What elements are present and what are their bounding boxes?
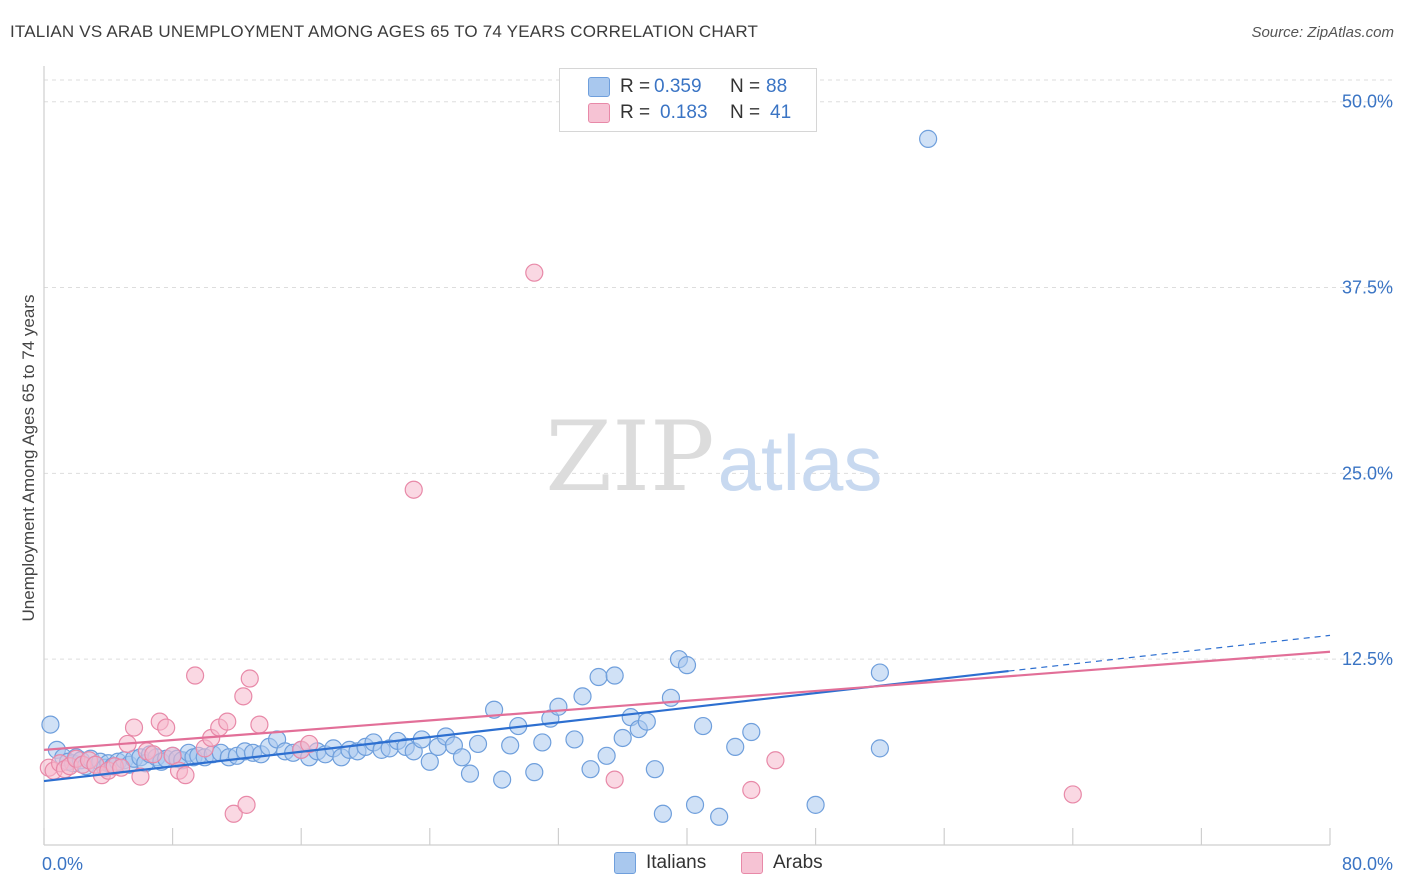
italians-swatch [588,77,610,97]
italians-point [870,663,890,682]
legend-label-arabs: Arabs [773,852,823,873]
legend-item-arabs[interactable]: Arabs [741,852,823,874]
zipatlas-watermark: ZIP atlas [545,401,882,513]
n-label: N = [730,102,761,123]
italians-point [685,795,705,814]
italians-point [573,687,592,706]
y-tick-label: 12.5% [1342,649,1393,669]
italians-point [613,728,632,748]
italians-point [549,697,568,716]
italians-trend-extension [1008,634,1331,672]
n-label: N = [730,76,761,97]
italians-point [565,730,584,749]
arabs-point [234,687,253,706]
italians-point [460,764,480,783]
y-tick-label: 50.0% [1342,92,1393,112]
arabs-point [237,795,256,814]
correlation-legend: R = 0.359 N = 88 R = 0.183 N = 41 [559,68,817,132]
italians-point [525,763,544,782]
arabs-point [1063,785,1082,804]
italians-point [806,795,825,814]
italians-point [485,700,504,719]
italians-point [581,760,600,779]
arabs-point [404,480,423,499]
y-axis-label: Unemployment Among Ages 65 to 74 years [19,295,38,622]
arabs-point [605,770,624,789]
n-value: 41 [770,102,792,123]
italians-point [653,804,672,823]
series-legend: Italians Arabs [0,852,1406,878]
watermark-zip: ZIP [545,401,714,513]
italians-point [661,688,681,707]
italians-point [493,770,512,789]
italians-point [420,752,439,771]
n-value: 88 [766,76,788,97]
y-tick-label: 25.0% [1342,463,1393,483]
arabs-trend-line [43,650,1331,751]
x-tick-label-max: 80.0% [1342,854,1393,874]
watermark-atlas: atlas [718,419,883,507]
italians-point [533,733,552,752]
r-value: 0.183 [660,102,708,123]
italians-point [468,734,488,754]
arabs-point [224,804,243,823]
italians-point [597,746,616,765]
italians-point [742,722,761,742]
italians-point [677,656,697,675]
arabs-point [742,780,761,800]
arabs-point [218,712,237,731]
arabs-point [144,745,163,764]
r-label: R = [620,76,651,97]
arabs-point [124,718,144,737]
chart-title: ITALIAN VS ARAB UNEMPLOYMENT AMONG AGES … [10,22,759,41]
italians-point [710,807,729,826]
arabs-point [176,766,195,785]
arabs-swatch [588,103,610,123]
legend-item-italians[interactable]: Italians [614,852,706,874]
italians-point [919,129,938,148]
italians-point [452,748,472,767]
arabs-point [525,263,544,282]
italians-point [41,715,60,734]
arabs-point [131,767,150,786]
italians-point [605,666,624,685]
r-label: R = [620,102,651,123]
r-value: 0.359 [654,76,702,97]
arabs-point [250,715,269,734]
arabs-point [240,669,259,688]
arabs-swatch [741,852,763,874]
italians-point [870,739,890,758]
x-tick-label-min: 0.0% [42,854,83,874]
legend-label-italians: Italians [646,852,707,873]
arabs-point [300,734,319,754]
italians-point [637,712,656,731]
arabs-point [157,718,176,737]
source-label: Source: ZipAtlas.com [1251,24,1394,41]
italians-point [501,736,520,755]
italians-point [693,716,713,736]
italians-point [589,667,608,687]
y-tick-label: 37.5% [1342,278,1393,298]
arabs-point [186,666,205,685]
italians-swatch [614,852,636,874]
italians-point [726,737,745,756]
arabs-point [766,751,785,770]
italians-point [645,760,664,779]
